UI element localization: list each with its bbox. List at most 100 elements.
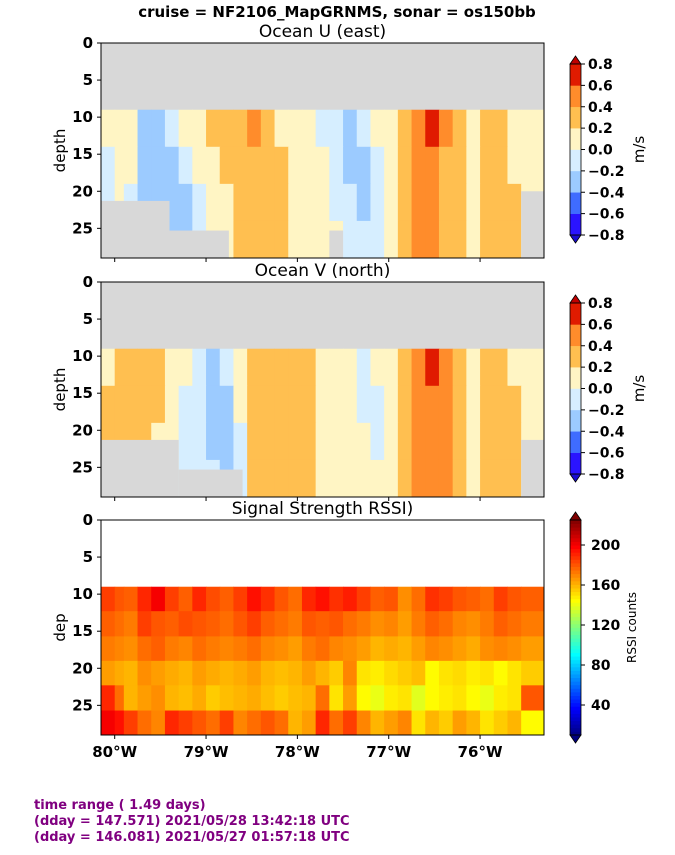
y-tick-label: 25 xyxy=(72,458,93,476)
data-cell xyxy=(164,586,180,612)
colorbar-step xyxy=(570,724,581,729)
data-cell xyxy=(370,422,385,461)
data-cell xyxy=(452,611,467,637)
data-cell xyxy=(356,183,371,222)
data-cell xyxy=(288,348,303,387)
data-cell xyxy=(301,220,317,258)
data-cell xyxy=(521,586,544,612)
data-cell xyxy=(452,660,467,686)
data-cell xyxy=(507,459,522,497)
data-cell xyxy=(397,385,413,424)
colorbar-step xyxy=(570,520,581,524)
no-data-region-bottom xyxy=(329,230,344,258)
data-cell xyxy=(151,586,166,612)
data-cell xyxy=(101,385,116,424)
data-cell xyxy=(466,660,481,686)
colorbar-step xyxy=(570,717,581,722)
y-tick-label: 10 xyxy=(72,585,93,603)
colorbar-step xyxy=(570,623,581,628)
data-cell xyxy=(260,348,276,387)
data-cell xyxy=(123,385,139,424)
data-cell xyxy=(438,611,454,637)
data-cell xyxy=(315,660,330,686)
data-cell xyxy=(370,611,385,637)
data-cell xyxy=(370,146,385,185)
data-cell xyxy=(343,586,358,612)
data-cell xyxy=(114,660,125,686)
data-cell xyxy=(356,586,371,612)
data-cell xyxy=(493,685,508,712)
data-cell xyxy=(164,710,180,735)
data-cell xyxy=(384,611,399,637)
colorbar-tick-label: 0.6 xyxy=(588,317,613,333)
data-cell xyxy=(397,636,413,662)
data-cell xyxy=(356,109,371,148)
data-cell xyxy=(411,636,426,662)
data-cell xyxy=(206,109,221,148)
data-cell xyxy=(343,636,358,662)
colorbar-step xyxy=(570,627,581,632)
data-cell xyxy=(370,385,385,424)
data-cell xyxy=(315,348,330,387)
data-cell xyxy=(247,146,262,185)
data-cell xyxy=(452,109,467,148)
data-cell xyxy=(384,685,399,712)
data-cell xyxy=(411,385,426,424)
data-cell xyxy=(233,422,248,461)
colorbar-step xyxy=(570,645,581,650)
colorbar-step xyxy=(570,695,581,700)
data-cell xyxy=(114,586,125,612)
data-cell xyxy=(384,109,399,148)
colorbar-bin xyxy=(570,128,581,150)
colorbar-step xyxy=(570,641,581,646)
data-cell xyxy=(343,685,358,712)
data-cell xyxy=(356,348,371,387)
data-cell xyxy=(137,146,152,185)
data-cell xyxy=(288,183,303,222)
data-cell xyxy=(397,109,413,148)
data-cell xyxy=(114,636,125,662)
data-cell xyxy=(219,348,234,387)
colorbar-tick-label: 200 xyxy=(591,538,620,554)
footer-line-2: (dday = 147.571) 2021/05/28 13:42:18 UTC xyxy=(34,814,350,829)
colorbar-tick-label: −0.4 xyxy=(588,185,625,201)
data-cell xyxy=(329,109,344,148)
y-tick-label: 5 xyxy=(83,310,93,328)
colorbar-bin xyxy=(570,452,581,475)
data-cell xyxy=(233,660,248,686)
data-cell xyxy=(438,109,454,148)
colorbar-tick-label: 0.8 xyxy=(588,57,613,73)
data-cell xyxy=(123,611,139,637)
data-cell xyxy=(425,422,440,461)
data-cell xyxy=(480,348,495,387)
data-cell xyxy=(343,348,358,387)
data-cell xyxy=(493,385,508,424)
data-cell xyxy=(137,611,152,637)
colorbar-step xyxy=(570,570,581,575)
data-cell xyxy=(507,146,522,185)
data-cell xyxy=(466,109,481,148)
colorbar-step xyxy=(570,634,581,639)
data-cell xyxy=(301,660,317,686)
data-cell xyxy=(233,685,248,712)
data-cell xyxy=(521,109,544,148)
data-cell xyxy=(507,636,522,662)
data-cell xyxy=(356,385,371,424)
data-cell xyxy=(438,422,454,461)
data-cell xyxy=(247,636,262,662)
data-cell xyxy=(114,685,125,712)
data-cell xyxy=(343,459,358,497)
data-cell xyxy=(192,385,207,424)
data-cell xyxy=(452,385,467,424)
data-cell xyxy=(356,636,371,662)
data-cell xyxy=(466,586,481,612)
colorbar-tick-label: 0.8 xyxy=(588,296,613,312)
data-cell xyxy=(452,183,467,222)
data-cell xyxy=(521,710,544,735)
no-data-region-bottom xyxy=(521,191,544,258)
colorbar-bin xyxy=(570,213,581,236)
data-cell xyxy=(101,636,116,662)
data-cell xyxy=(315,146,330,185)
data-cell xyxy=(219,636,234,662)
data-cell xyxy=(206,385,221,424)
